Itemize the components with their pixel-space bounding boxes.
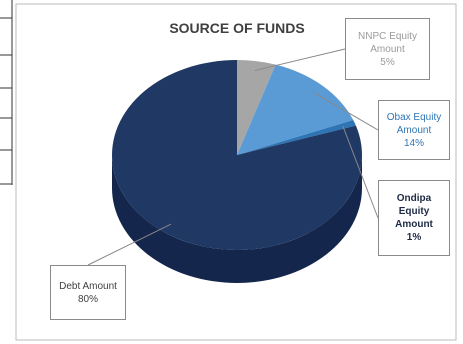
leader-line: [342, 125, 379, 219]
data-label: Obax Equity Amount 14%: [378, 100, 450, 160]
label-value: 1%: [406, 232, 422, 243]
pie-slice: [237, 64, 354, 155]
pie-slice: [112, 60, 362, 250]
leader-line: [313, 92, 379, 131]
pie-slice: [237, 120, 356, 155]
leader-line: [87, 223, 172, 266]
chart-title: SOURCE OF FUNDS: [169, 20, 304, 36]
pie: [112, 60, 362, 250]
label-value: 80%: [77, 293, 98, 305]
table-fragment: [0, 0, 13, 185]
leader-line: [254, 48, 346, 72]
label-name: NNPC Equity Amount: [358, 30, 417, 55]
pie-slice: [237, 60, 276, 155]
data-label: Ondipa Equity Amount 1%: [378, 180, 450, 256]
label-value: 14%: [403, 137, 424, 149]
label-name: Obax Equity Amount: [386, 111, 442, 136]
data-label: Debt Amount 80%: [50, 265, 126, 320]
pie-side: [112, 155, 362, 283]
leaders: [87, 48, 379, 266]
label-name: Debt Amount: [59, 280, 117, 292]
data-label: NNPC Equity Amount 5%: [345, 18, 430, 80]
label-value: 5%: [380, 56, 395, 68]
label-name: Ondipa Equity Amount: [395, 193, 433, 230]
